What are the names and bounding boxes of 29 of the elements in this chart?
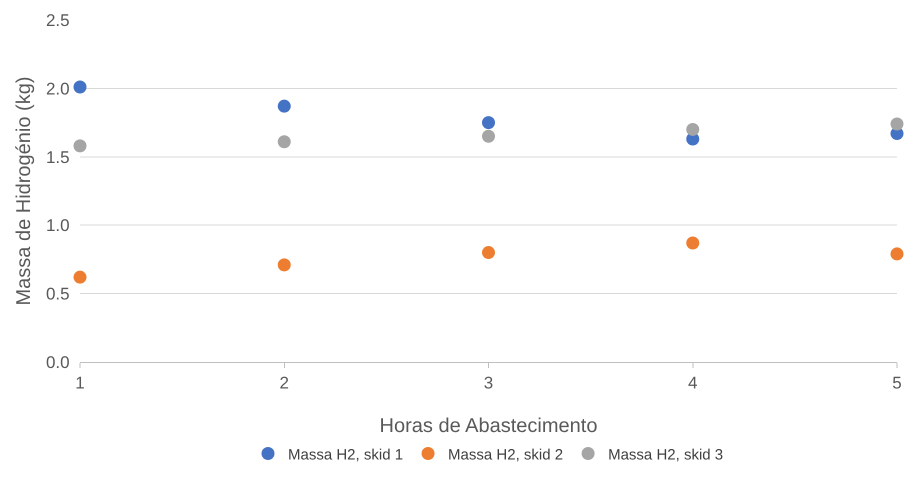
x-tick-label: 4 — [688, 373, 698, 392]
y-tick-label: 0.5 — [46, 284, 70, 304]
x-tick-label: 1 — [75, 373, 85, 392]
y-tick-label: 2.0 — [46, 79, 70, 98]
point — [278, 100, 291, 113]
legend-label: Massa H2, skid 2 — [448, 446, 564, 464]
x-tick-label: 3 — [484, 373, 494, 392]
y-tick-label: 2.5 — [46, 10, 70, 30]
point — [686, 236, 700, 250]
point — [890, 247, 904, 260]
point — [74, 80, 86, 94]
y-tick-label: 0.0 — [46, 352, 70, 372]
point — [278, 258, 291, 272]
point — [74, 139, 86, 152]
y-tick-label: 1.0 — [46, 216, 70, 236]
x-axis-title: Horas de Abastecimento — [380, 415, 598, 437]
point — [278, 135, 291, 148]
point — [686, 122, 700, 136]
x-tick-label: 5 — [892, 373, 902, 392]
x-tick-label: 2 — [280, 373, 289, 392]
y-tick-label: 1.5 — [46, 148, 70, 167]
point — [482, 246, 495, 260]
point — [890, 117, 904, 130]
y-axis-title: Massa de Hidrogénio (kg) — [13, 76, 35, 306]
legend-label: Massa H2, skid 3 — [608, 446, 724, 464]
point — [74, 270, 86, 284]
point — [482, 116, 495, 130]
legend-label: Massa H2, skid 1 — [288, 446, 404, 464]
point — [482, 130, 495, 143]
